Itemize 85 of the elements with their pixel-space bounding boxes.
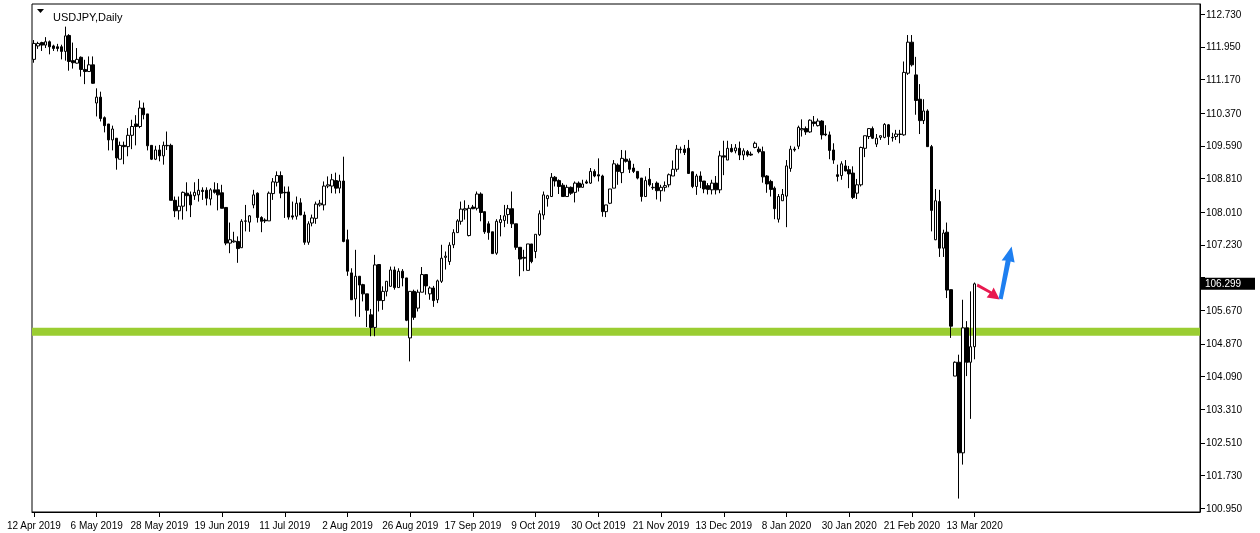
x-tick-label: 30 Jan 2020	[821, 519, 878, 531]
candlestick	[334, 172, 338, 195]
x-tick-label: 17 Sep 2019	[444, 519, 502, 531]
candlestick	[840, 160, 843, 181]
y-tick-label: 105.670	[1206, 304, 1243, 316]
candlestick	[749, 151, 753, 157]
y-tick-label: 111.950	[1206, 41, 1242, 53]
candlestick	[573, 180, 577, 203]
candlestick	[675, 144, 679, 173]
candlestick	[565, 184, 569, 198]
y-tick-label: 112.730	[1206, 8, 1242, 20]
candlestick	[287, 185, 290, 221]
x-tick-label: 11 Jul 2019	[259, 519, 311, 531]
candlestick	[738, 141, 741, 161]
candlestick	[52, 44, 55, 52]
y-tick-label: 111.170	[1206, 74, 1242, 86]
candlestick	[354, 249, 357, 318]
y-tick-label: 104.090	[1206, 371, 1243, 383]
candlestick	[695, 173, 698, 196]
x-tick-label: 2 Aug 2019	[322, 519, 374, 531]
y-tick-label: 103.310	[1206, 403, 1243, 415]
x-tick-label: 21 Feb 2020	[883, 519, 941, 531]
candlestick	[710, 179, 714, 195]
candlestick	[373, 254, 377, 337]
candlestick	[557, 178, 561, 195]
candlestick	[887, 123, 890, 146]
candlestick	[753, 141, 757, 149]
y-tick-label: 101.730	[1206, 470, 1243, 481]
candlestick	[158, 144, 161, 162]
y-tick-label: 104.870	[1206, 338, 1243, 350]
candlestick	[659, 184, 663, 203]
x-tick-label: 13 Mar 2020	[946, 519, 1004, 531]
candlestick	[467, 204, 471, 237]
candlestick	[561, 182, 565, 198]
candlestick	[655, 180, 659, 200]
x-tick-label: 19 Jun 2019	[194, 519, 251, 531]
candlestick	[205, 186, 208, 206]
x-tick-label: 8 Jan 2020	[761, 519, 812, 531]
candlestick	[448, 241, 451, 266]
candlestick	[851, 165, 855, 200]
candlestick	[314, 201, 318, 225]
x-tick-label: 30 Oct 2019	[571, 519, 627, 531]
text: 106.299	[1205, 278, 1242, 290]
x-tick-label: 13 Dec 2019	[695, 519, 753, 531]
candlestick	[746, 149, 749, 158]
candlestick	[495, 218, 498, 256]
candlestick	[894, 129, 898, 141]
candlestick	[808, 118, 812, 134]
candlestick	[820, 119, 824, 140]
candlestick	[397, 267, 400, 289]
candlestick	[83, 59, 87, 85]
x-tick-label: 6 May 2019	[70, 519, 124, 531]
candlestick	[938, 189, 941, 258]
candlestick	[620, 149, 624, 184]
candlestick	[706, 182, 710, 195]
candlestick	[216, 182, 220, 211]
candlestick	[154, 145, 157, 161]
y-tick-label: 107.230	[1206, 239, 1243, 251]
text: USDJPY,Daily	[53, 10, 123, 23]
candlestick	[330, 173, 334, 194]
y-tick-label: 108.810	[1206, 173, 1243, 185]
candlestick	[581, 179, 584, 188]
candlestick	[526, 243, 530, 271]
candlestick	[40, 41, 44, 52]
candlestick	[295, 196, 298, 221]
y-tick-label: 108.010	[1206, 206, 1243, 218]
candlestick	[91, 55, 95, 85]
x-tick-label: 12 Apr 2019	[6, 519, 62, 531]
x-tick-label: 28 May 2019	[130, 519, 189, 531]
candlestick	[177, 196, 181, 221]
candlestick	[891, 132, 894, 143]
candlestick	[95, 87, 98, 117]
x-tick-label: 9 Oct 2019	[511, 519, 561, 531]
candlestick	[589, 167, 592, 185]
candlestick	[322, 180, 326, 211]
candlestick	[48, 40, 51, 55]
y-tick-label: 100.950	[1206, 502, 1243, 514]
candlestick	[836, 164, 839, 182]
y-tick-label: 102.510	[1206, 437, 1243, 449]
candlestick	[197, 178, 200, 203]
candlestick	[393, 266, 396, 291]
y-tick-label: 109.590	[1206, 140, 1243, 152]
y-tick-label: 110.370	[1206, 107, 1242, 119]
x-tick-label: 21 Nov 2019	[632, 519, 690, 531]
x-tick-label: 26 Aug 2019	[382, 519, 439, 531]
